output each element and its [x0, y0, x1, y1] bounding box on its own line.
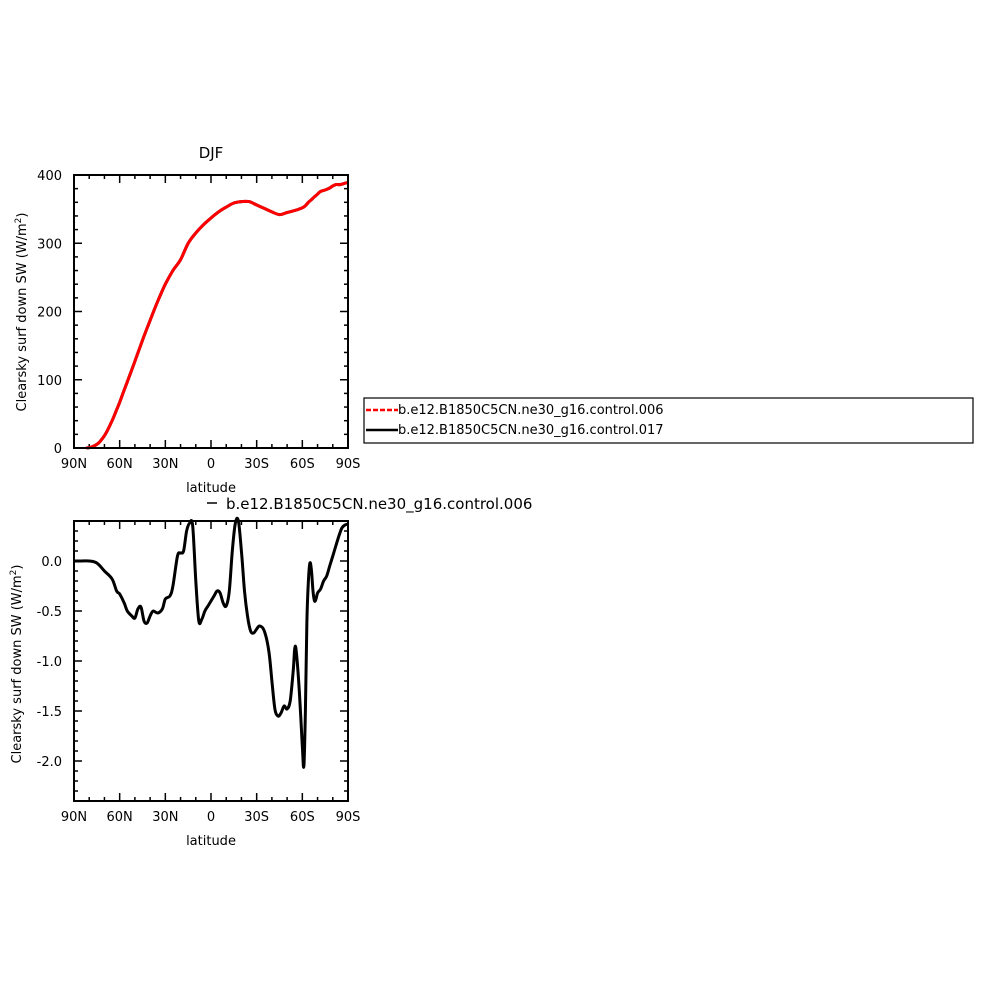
legend-label-006: b.e12.B1850C5CN.ne30_g16.control.006 — [398, 403, 664, 418]
y-tick-label: -2.0 — [37, 755, 62, 770]
top-series-group — [85, 181, 349, 450]
legend-box — [363, 397, 974, 444]
y-tick-label: -1.5 — [37, 705, 62, 720]
top-plot-frame — [73, 174, 349, 449]
x-tick-label: 0 — [207, 810, 215, 825]
y-tick-label: 300 — [37, 237, 62, 252]
x-tick-label: 90S — [336, 810, 361, 825]
legend-label-017: b.e12.B1850C5CN.ne30_g16.control.017 — [398, 423, 664, 438]
y-tick-label: 200 — [37, 306, 62, 321]
y-tick-label: 0.0 — [41, 555, 62, 570]
top-ticks — [73, 174, 349, 449]
top-x-axis-label: latitude — [186, 481, 236, 496]
bottom-x-axis-label: latitude — [186, 834, 236, 849]
bottom-y-tick-labels: 0.0 -0.5 -1.0 -1.5 -2.0 — [37, 555, 62, 770]
series-line-1-0 — [74, 516, 349, 769]
bottom-x-tick-labels: 90N 60N 30N 0 30S 60S 90S — [61, 810, 361, 825]
x-tick-label: 90N — [61, 457, 87, 472]
bottom-legend-label: b.e12.B1850C5CN.ne30_g16.control.006 — [226, 495, 532, 514]
x-tick-label: 60N — [107, 457, 133, 472]
series-line-0-1 — [85, 181, 349, 450]
x-tick-label: 90N — [61, 810, 87, 825]
legend: b.e12.B1850C5CN.ne30_g16.control.006 b.e… — [363, 397, 974, 444]
x-tick-label: 60S — [290, 810, 315, 825]
bottom-panel: b.e12.B1850C5CN.ne30_g16.control.006 90N… — [9, 495, 532, 849]
bottom-series-group — [74, 516, 349, 769]
top-panel: DJF 90N 60N 30N 0 30S 60S 90S 0 100 200 300 400 la… — [14, 144, 360, 496]
x-tick-label: 30S — [244, 810, 269, 825]
bottom-plot-frame — [73, 520, 349, 802]
series-line-0-0 — [85, 181, 349, 450]
top-y-axis-label: Clearsky surf down SW (W/m2) — [14, 213, 30, 412]
y-tick-label: 400 — [37, 169, 62, 184]
x-tick-label: 30N — [152, 457, 178, 472]
top-chart-title: DJF — [199, 144, 224, 162]
y-tick-label: -1.0 — [37, 655, 62, 670]
x-tick-label: 60N — [107, 810, 133, 825]
bottom-y-axis-label: Clearsky surf down SW (W/m2) — [9, 565, 25, 764]
y-tick-label: -0.5 — [37, 605, 62, 620]
x-tick-label: 30S — [244, 457, 269, 472]
x-tick-label: 60S — [290, 457, 315, 472]
y-tick-label: 100 — [37, 374, 62, 389]
x-tick-label: 30N — [152, 810, 178, 825]
x-tick-label: 90S — [336, 457, 361, 472]
top-y-tick-labels: 0 100 200 300 400 — [37, 169, 62, 457]
x-tick-label: 0 — [207, 457, 215, 472]
top-x-tick-labels: 90N 60N 30N 0 30S 60S 90S — [61, 457, 361, 472]
y-tick-label: 0 — [54, 442, 62, 457]
